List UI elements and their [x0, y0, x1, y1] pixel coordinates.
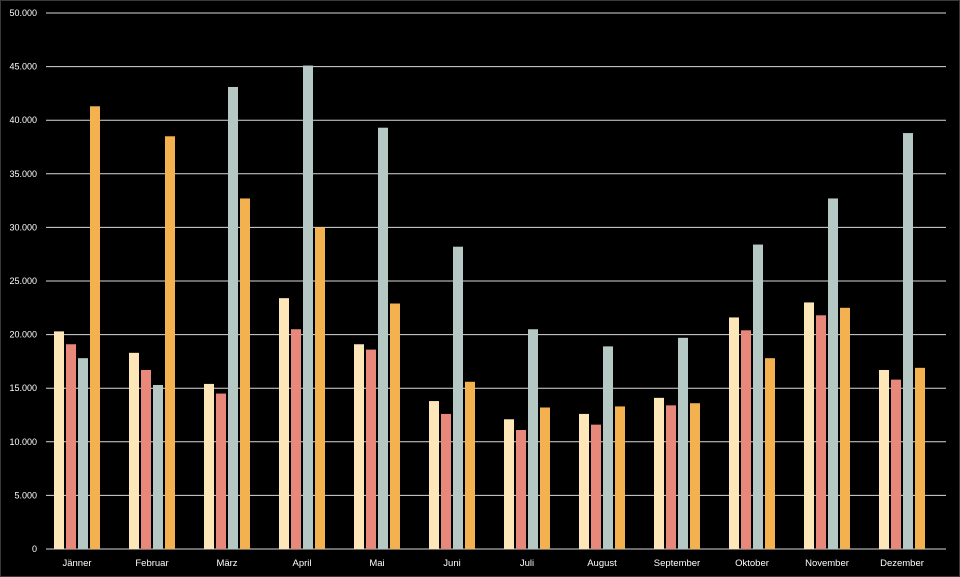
x-category-label: Februar [135, 558, 168, 569]
bar [315, 227, 325, 549]
bar [279, 298, 289, 549]
bar [765, 358, 775, 549]
bar [540, 407, 550, 549]
bar [615, 406, 625, 549]
bar [504, 419, 514, 549]
y-axis-tick-labels: 0 5.000 10.000 15.000 20.000 25.000 30.000 35.0… [9, 8, 37, 554]
bar [441, 413, 451, 549]
bar [240, 198, 250, 549]
y-tick-label: 25.000 [9, 276, 37, 286]
x-category-label: Oktober [735, 558, 769, 569]
y-tick-label: 45.000 [9, 62, 37, 72]
bar [129, 352, 139, 549]
x-category-label: September [654, 558, 700, 569]
bar [165, 136, 175, 549]
bar [591, 424, 601, 549]
bar [903, 133, 913, 549]
bar [603, 346, 613, 549]
x-category-label: April [292, 558, 311, 569]
x-category-label: März [216, 558, 237, 569]
bar [216, 393, 226, 549]
bar [291, 329, 301, 549]
bar [429, 401, 439, 549]
bar [90, 106, 100, 549]
bar [204, 383, 214, 549]
bar [753, 244, 763, 549]
gridlines [46, 12, 946, 550]
bar [528, 329, 538, 549]
y-tick-label: 50.000 [9, 8, 37, 18]
y-tick-label: 15.000 [9, 383, 37, 393]
bar [354, 344, 364, 549]
bar [741, 330, 751, 549]
bar [690, 403, 700, 549]
bar [141, 369, 151, 549]
x-category-label: Dezember [880, 558, 924, 569]
bar [654, 397, 664, 549]
bar [54, 331, 64, 549]
y-tick-label: 35.000 [9, 169, 37, 179]
bar [804, 302, 814, 549]
bar [840, 307, 850, 549]
bar [879, 369, 889, 549]
bar [390, 303, 400, 549]
x-category-label: Juli [520, 558, 534, 569]
x-category-label: August [587, 558, 617, 569]
y-tick-label: 0 [32, 544, 37, 554]
bar [729, 317, 739, 549]
bar [366, 349, 376, 549]
bar [516, 430, 526, 549]
bar [453, 246, 463, 550]
bar [816, 315, 826, 549]
x-category-label: Mai [369, 558, 384, 569]
y-tick-label: 5.000 [14, 490, 37, 500]
bar [915, 367, 925, 549]
bar [303, 65, 313, 549]
x-category-label: Jänner [62, 558, 91, 569]
bar [666, 405, 676, 549]
x-category-label: November [805, 558, 849, 569]
bar [153, 384, 163, 549]
bar [228, 86, 238, 549]
bar [378, 127, 388, 549]
x-axis-category-labels: Jänner Februar März April Mai Juni Juli August S… [62, 558, 923, 569]
y-tick-label: 40.000 [9, 115, 37, 125]
y-tick-label: 20.000 [9, 330, 37, 340]
y-tick-label: 30.000 [9, 222, 37, 232]
bar [465, 381, 475, 549]
bar [678, 337, 688, 549]
bar [579, 413, 589, 549]
x-category-label: Juni [443, 558, 460, 569]
bar [78, 358, 88, 549]
bar [828, 198, 838, 549]
y-tick-label: 10.000 [9, 437, 37, 447]
bars [54, 65, 925, 550]
bar [891, 379, 901, 549]
bar [66, 344, 76, 549]
